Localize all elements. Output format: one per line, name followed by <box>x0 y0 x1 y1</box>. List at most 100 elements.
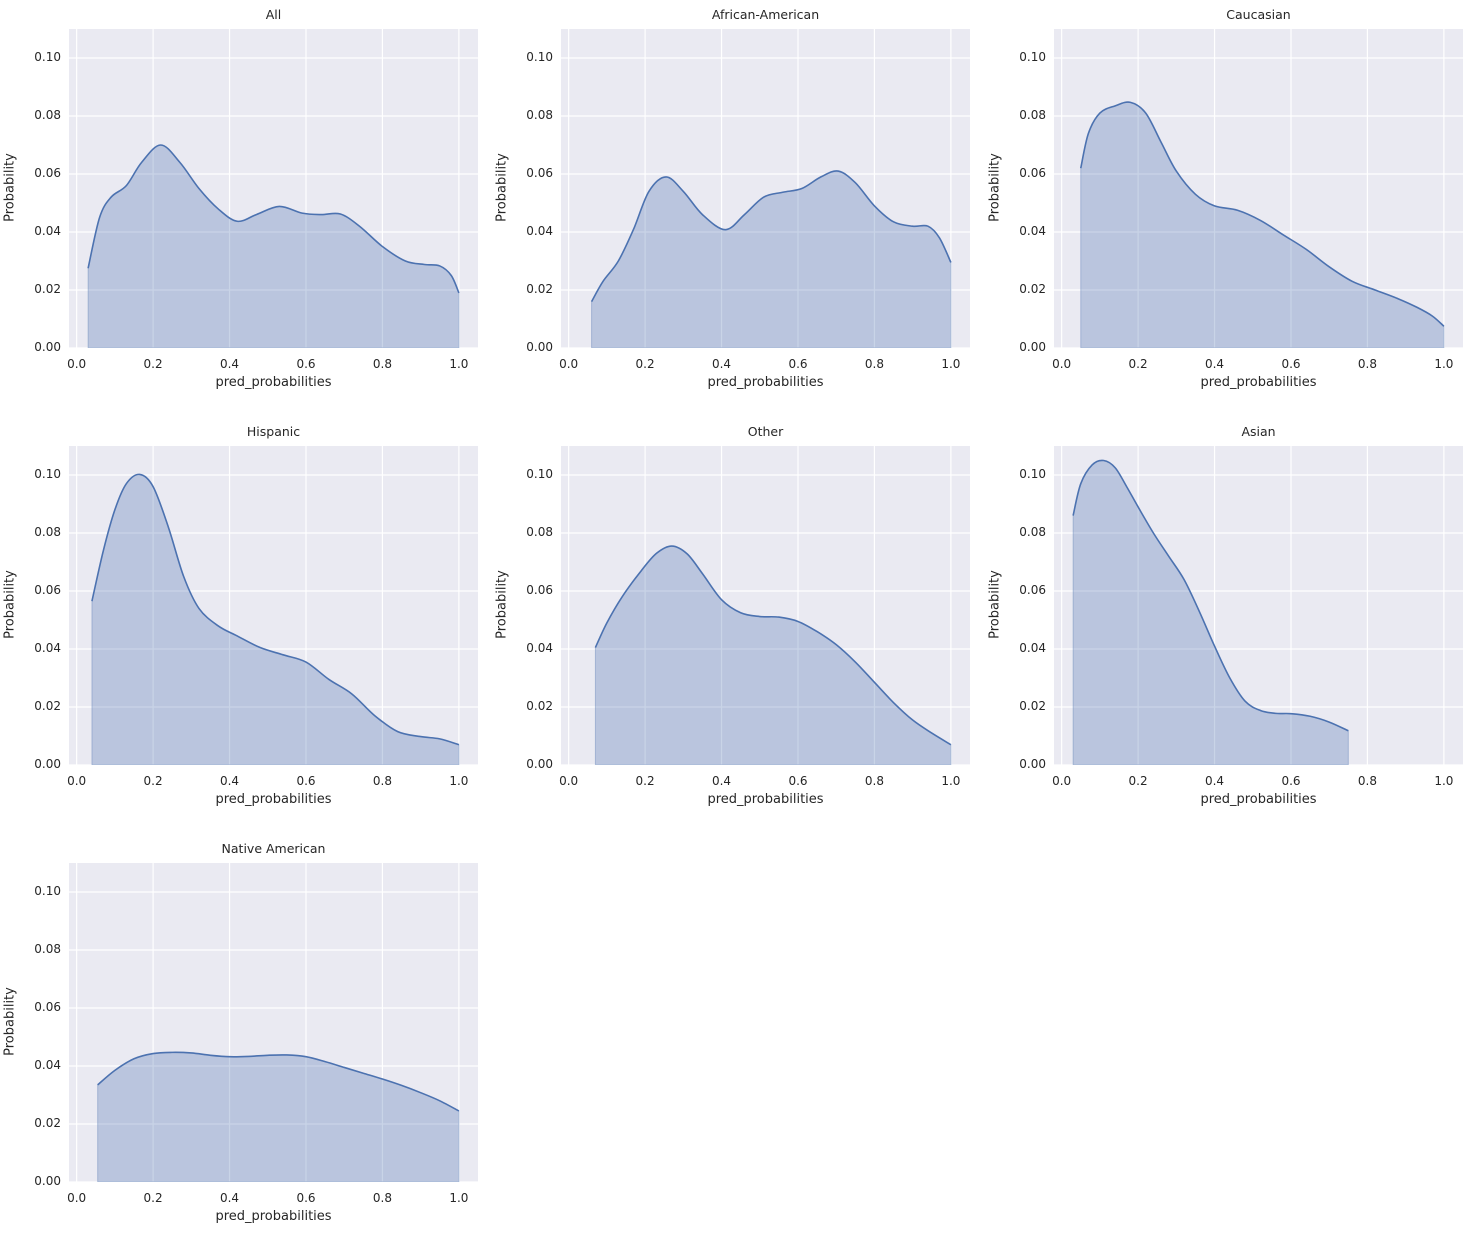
x-tick-label: 1.0 <box>1434 357 1454 371</box>
y-tick-label: 0.08 <box>34 525 61 539</box>
x-tick-label: 0.2 <box>143 774 163 788</box>
kde-plot-svg <box>561 29 970 348</box>
x-axis-label: pred_probabilities <box>707 792 824 807</box>
subplot-title: Caucasian <box>1226 7 1291 22</box>
y-tick-label: 0.00 <box>526 340 553 354</box>
x-tick-label: 0.8 <box>372 774 392 788</box>
density-line <box>91 473 460 746</box>
y-axis-label: Probability <box>2 986 18 1056</box>
y-tick-label: 0.10 <box>526 50 553 64</box>
subplot-title: All <box>265 7 282 22</box>
y-tick-label: 0.10 <box>34 50 61 64</box>
y-tick-label: 0.00 <box>34 1174 61 1188</box>
plot-area <box>1054 29 1463 348</box>
y-axis-label: Probability <box>2 152 18 222</box>
y-tick-label: 0.08 <box>34 108 61 122</box>
density-area <box>1080 101 1445 348</box>
x-tick-label: 0.2 <box>635 357 655 371</box>
x-tick-label: 0.6 <box>788 774 808 788</box>
density-line <box>1079 101 1445 327</box>
y-tick-label: 0.04 <box>34 224 61 238</box>
y-tick-label: 0.02 <box>34 1116 61 1130</box>
y-tick-label: 0.02 <box>526 282 553 296</box>
y-tick-label: 0.02 <box>34 699 61 713</box>
x-tick-label: 0.8 <box>372 357 392 371</box>
y-tick-label: 0.06 <box>34 166 61 180</box>
x-tick-label: 0.0 <box>559 357 579 371</box>
x-tick-label: 1.0 <box>941 357 961 371</box>
plot-area <box>1054 446 1463 765</box>
x-tick-label: 1.0 <box>449 774 469 788</box>
x-tick-label: 1.0 <box>941 774 961 788</box>
x-tick-label: 0.0 <box>67 357 87 371</box>
y-tick-label: 0.06 <box>526 166 553 180</box>
x-tick-label: 0.4 <box>219 774 240 788</box>
y-tick-label: 0.00 <box>34 757 61 771</box>
y-tick-label: 0.08 <box>1019 108 1046 122</box>
y-tick-label: 0.10 <box>1019 50 1046 64</box>
y-tick-label: 0.02 <box>1019 699 1046 713</box>
subplot-title: Other <box>747 424 784 439</box>
plot-area <box>561 29 970 348</box>
y-axis-label: Probability <box>987 152 1003 222</box>
x-tick-label: 0.4 <box>1204 774 1225 788</box>
subplot-title: Native American <box>221 841 326 856</box>
y-tick-label: 0.10 <box>34 467 61 481</box>
x-tick-label: 0.4 <box>219 1191 240 1205</box>
plot-area <box>69 863 478 1182</box>
y-tick-label: 0.04 <box>34 1058 61 1072</box>
y-tick-label: 0.04 <box>34 641 61 655</box>
kde-plot-svg <box>1054 29 1463 348</box>
x-tick-label: 0.4 <box>711 357 732 371</box>
y-tick-label: 0.10 <box>1019 467 1046 481</box>
y-tick-label: 0.00 <box>1019 340 1046 354</box>
density-area <box>91 473 460 765</box>
x-tick-label: 1.0 <box>449 1191 469 1205</box>
y-tick-label: 0.08 <box>526 525 553 539</box>
x-tick-label: 0.8 <box>864 774 884 788</box>
x-tick-label: 0.4 <box>711 774 732 788</box>
x-tick-label: 0.6 <box>1281 774 1301 788</box>
x-tick-label: 0.8 <box>372 1191 392 1205</box>
subplot-title: Hispanic <box>246 424 301 439</box>
kde-plot-svg <box>69 29 478 348</box>
y-tick-label: 0.06 <box>34 583 61 597</box>
y-tick-label: 0.08 <box>526 108 553 122</box>
x-axis-label: pred_probabilities <box>1200 375 1317 390</box>
density-line <box>594 545 952 746</box>
x-tick-label: 1.0 <box>1434 774 1454 788</box>
x-tick-label: 0.8 <box>1357 357 1377 371</box>
y-tick-label: 0.04 <box>526 224 553 238</box>
y-tick-label: 0.10 <box>526 467 553 481</box>
y-tick-label: 0.04 <box>1019 641 1046 655</box>
density-area <box>97 1051 460 1182</box>
y-axis-label: Probability <box>987 569 1003 639</box>
y-tick-label: 0.00 <box>34 340 61 354</box>
subplot-title: Asian <box>1241 424 1276 439</box>
y-axis-label: Probability <box>494 569 510 639</box>
x-tick-label: 0.0 <box>1052 774 1072 788</box>
kde-plot-svg <box>1054 446 1463 765</box>
y-tick-label: 0.04 <box>526 641 553 655</box>
x-tick-label: 0.2 <box>635 774 655 788</box>
plot-area <box>69 29 478 348</box>
x-tick-label: 1.0 <box>449 357 469 371</box>
y-tick-label: 0.02 <box>526 699 553 713</box>
kde-plot-svg <box>561 446 970 765</box>
y-tick-label: 0.04 <box>1019 224 1046 238</box>
density-area <box>87 144 460 348</box>
plot-area <box>69 446 478 765</box>
plot-area <box>561 446 970 765</box>
y-tick-label: 0.02 <box>1019 282 1046 296</box>
y-tick-label: 0.08 <box>1019 525 1046 539</box>
y-axis-label: Probability <box>494 152 510 222</box>
x-tick-label: 0.2 <box>143 1191 163 1205</box>
y-tick-label: 0.02 <box>34 282 61 296</box>
y-tick-label: 0.06 <box>1019 166 1046 180</box>
x-tick-label: 0.8 <box>1357 774 1377 788</box>
y-axis-label: Probability <box>2 569 18 639</box>
x-tick-label: 0.6 <box>296 774 316 788</box>
x-axis-label: pred_probabilities <box>1200 792 1317 807</box>
x-tick-label: 0.6 <box>788 357 808 371</box>
density-area <box>1072 459 1349 765</box>
